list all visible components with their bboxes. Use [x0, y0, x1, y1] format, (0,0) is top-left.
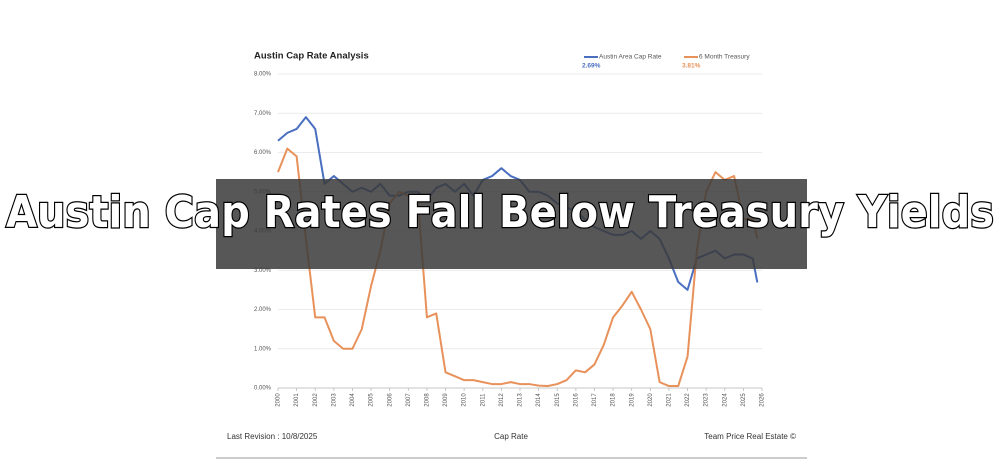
- x-tick-label: 2000: [276, 393, 282, 407]
- legend-label: Austin Area Cap Rate: [599, 54, 662, 61]
- x-tick-label: 2022: [685, 393, 691, 407]
- x-tick-label: 2024: [722, 393, 728, 407]
- footer-right: Team Price Real Estate ©: [704, 432, 796, 441]
- banner-text: Austin Cap Rates Fall Below Treasury Yie…: [6, 187, 994, 238]
- footer-center: Cap Rate: [494, 432, 528, 441]
- y-tick-label: 2.00%: [254, 307, 272, 313]
- x-tick-label: 2025: [741, 393, 747, 407]
- x-tick-label: 2004: [350, 393, 356, 407]
- x-tick-label: 2016: [573, 393, 579, 407]
- banner-box: [216, 179, 807, 269]
- x-tick-label: 2008: [425, 393, 431, 407]
- x-tick-label: 2011: [480, 393, 486, 407]
- x-tick-label: 2014: [536, 393, 542, 407]
- x-tick-label: 2018: [611, 393, 617, 407]
- x-tick-label: 2012: [499, 393, 505, 407]
- x-tick-label: 2010: [462, 393, 468, 407]
- x-tick-label: 2017: [592, 393, 598, 407]
- x-tick-label: 2005: [369, 393, 375, 407]
- chart-title: Austin Cap Rate Analysis: [254, 51, 369, 62]
- x-tick-label: 2026: [760, 393, 766, 407]
- series-line: [277, 147, 759, 388]
- x-tick-label: 2023: [704, 393, 710, 407]
- footer-left: Last Revision : 10/8/2025: [227, 432, 318, 441]
- y-tick-label: 7.00%: [254, 111, 272, 117]
- x-tick-label: 2009: [443, 393, 449, 407]
- x-tick-label: 2006: [387, 393, 393, 407]
- legend-label: 6 Month Treasury: [699, 54, 750, 61]
- x-tick-label: 2003: [331, 393, 337, 407]
- legend-value: 2.69%: [582, 63, 601, 70]
- y-tick-label: 3.00%: [254, 268, 272, 274]
- x-tick-label: 2002: [313, 393, 319, 407]
- x-tick-label: 2019: [629, 393, 635, 407]
- y-tick-label: 1.00%: [254, 346, 272, 352]
- x-tick-label: 2001: [294, 393, 300, 407]
- y-tick-label: 6.00%: [254, 150, 272, 156]
- y-tick-label: 8.00%: [254, 72, 272, 78]
- legend-value: 3.81%: [682, 63, 701, 70]
- x-tick-label: 2013: [518, 393, 524, 407]
- x-tick-label: 2020: [648, 393, 654, 407]
- y-tick-label: 0.00%: [254, 386, 272, 392]
- x-tick-label: 2021: [667, 393, 673, 407]
- x-tick-label: 2015: [555, 393, 561, 407]
- x-tick-label: 2007: [406, 393, 412, 407]
